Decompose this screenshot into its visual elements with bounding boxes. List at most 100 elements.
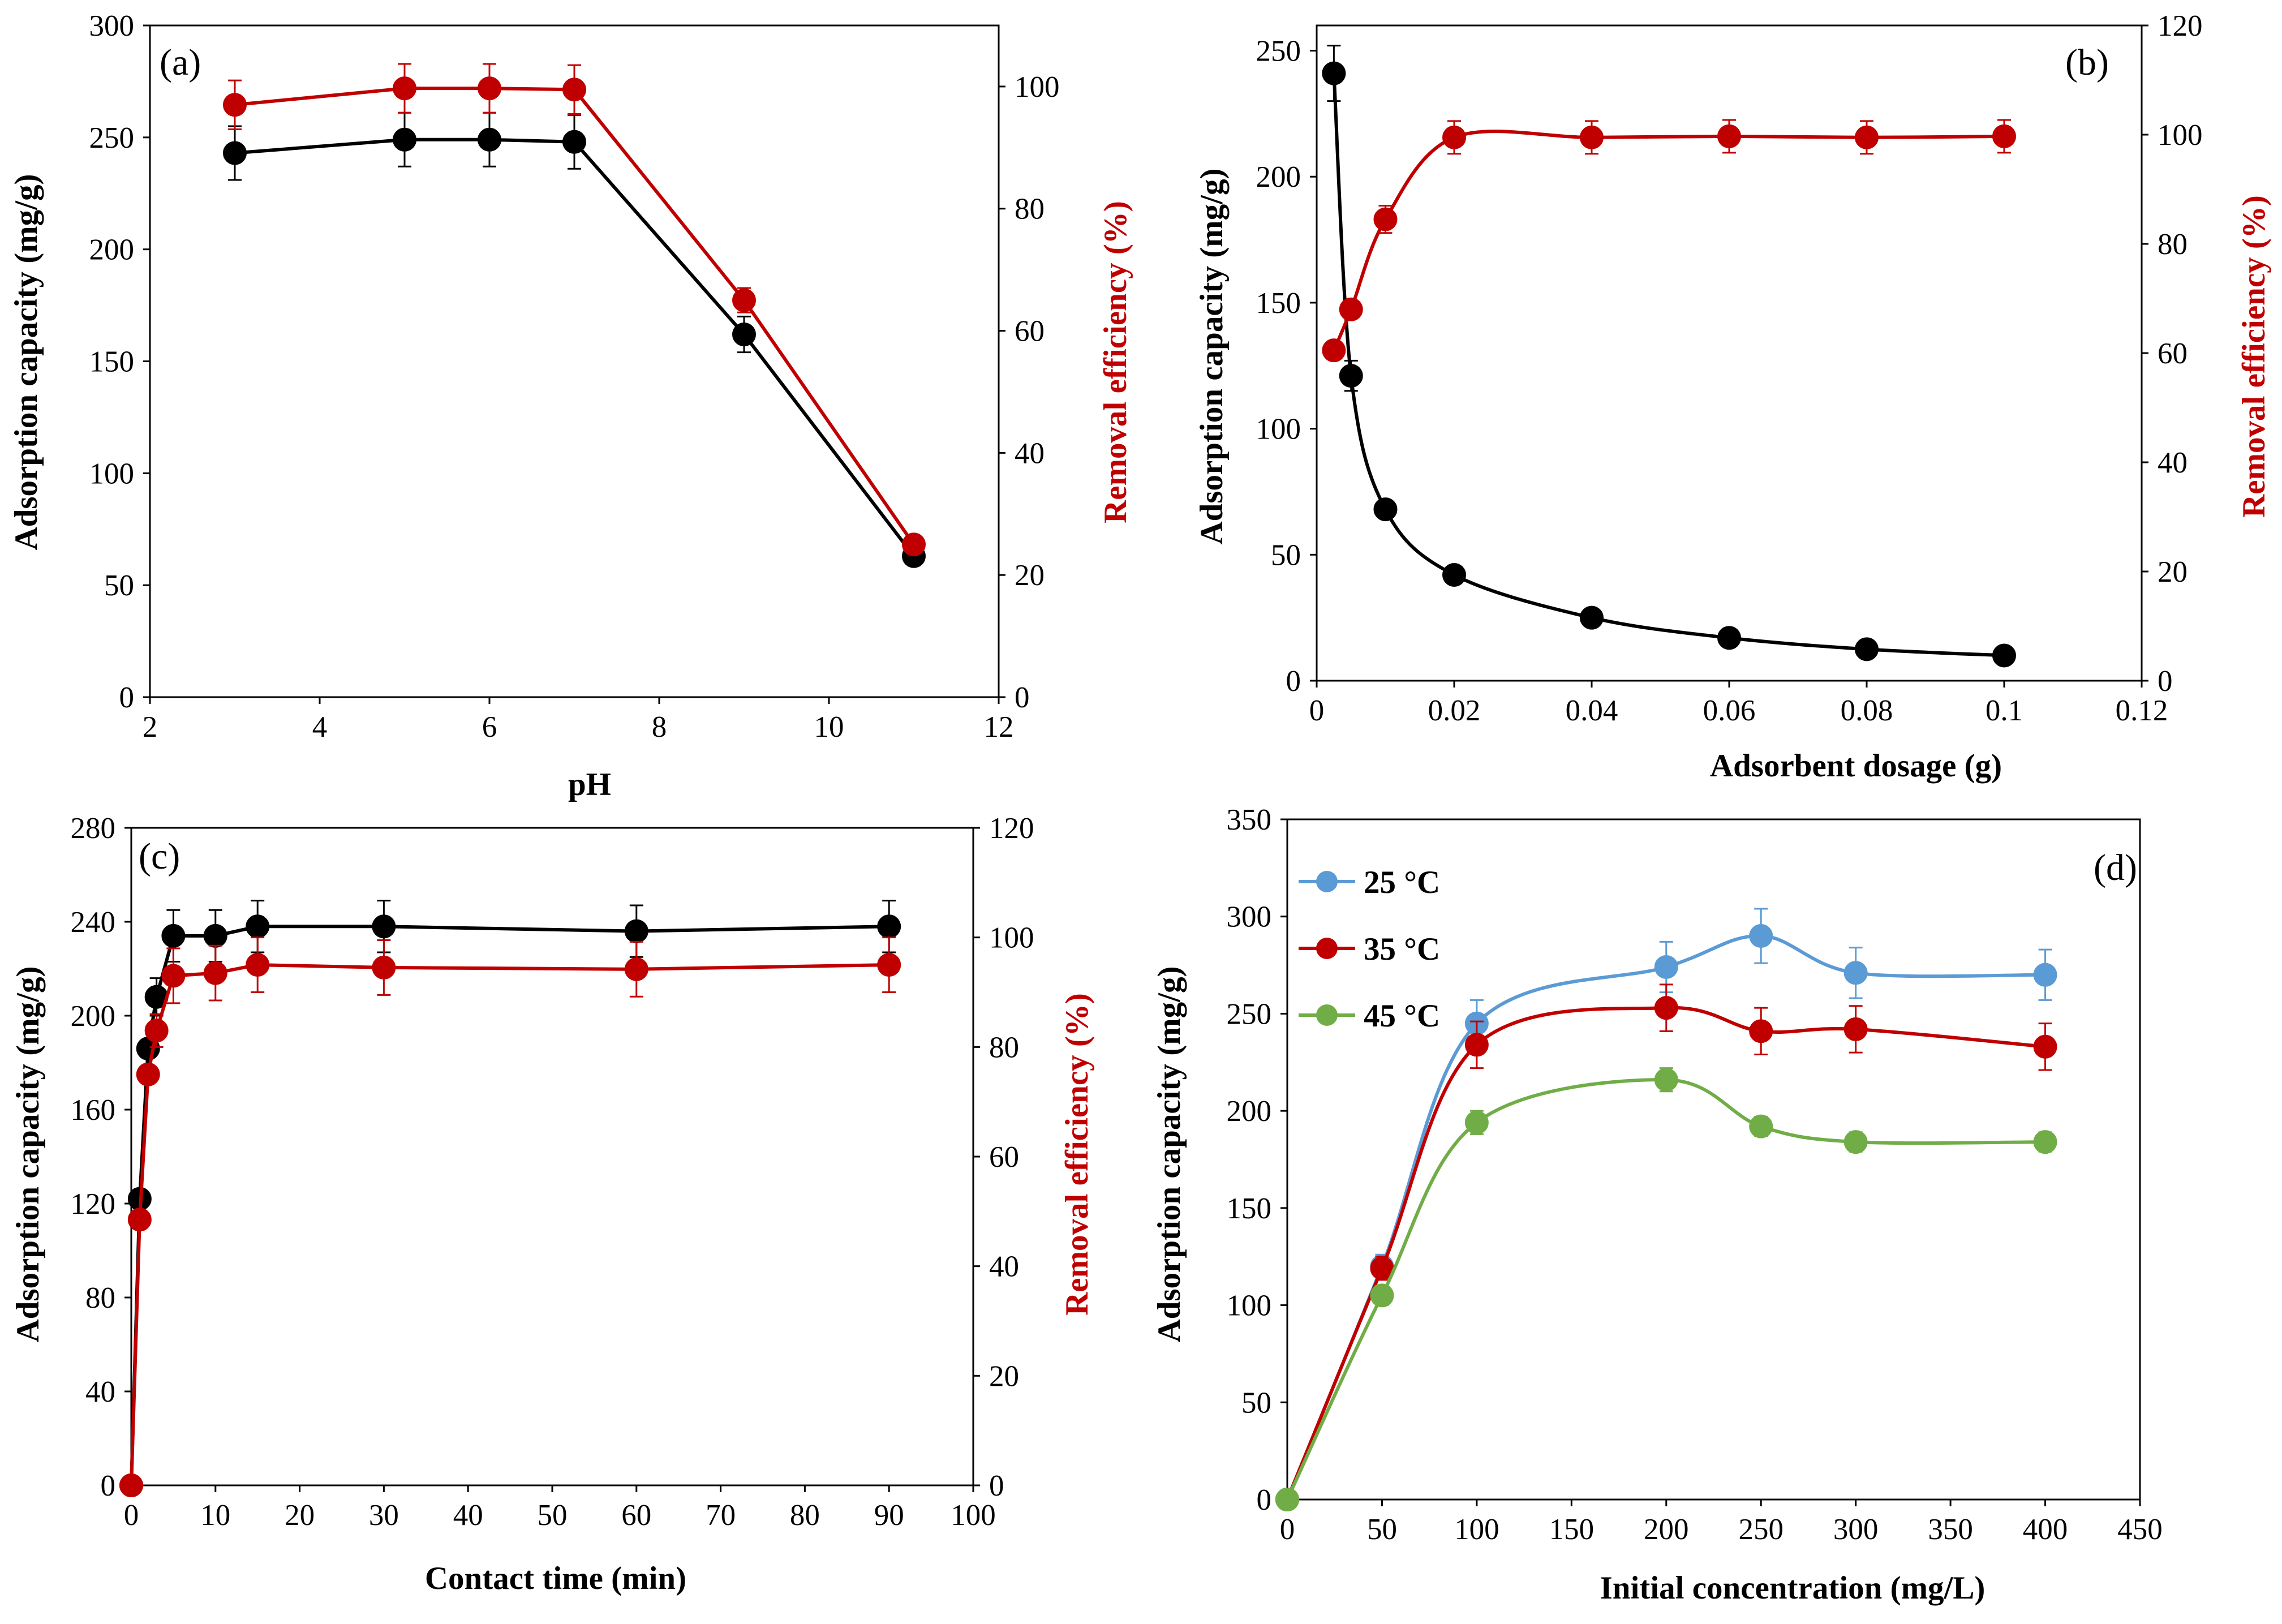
panel-d-series-1-point [2033,963,2057,987]
panel-b-y-tick-label: 250 [1256,35,1301,68]
panel-b-series-1-point [1442,562,1466,587]
panel-a-series-2-line [234,87,916,545]
panel-c-series-2-point [246,953,270,977]
panel-c-series-2-point [161,964,186,988]
legend-swatch-marker [1316,1004,1338,1026]
panel-c-y-tick-label: 40 [85,1376,115,1408]
panel-c-x-tick-label: 80 [790,1499,820,1532]
panel-c-y2-axis-title: Removal efficiency (%) [1059,993,1095,1316]
panel-a-x-axis-title: pH [568,767,611,802]
panel-c-letter: (c) [139,836,180,877]
panel-d-x-tick-label: 400 [2023,1513,2068,1546]
panel-d-legend: 25 °C 35 °C 45 °C [1299,865,1440,1034]
panel-a: (a) pH Adsorption capacity (mg/g) Remova… [8,10,1133,802]
panel-b-y2-tick-label: 80 [2158,228,2188,261]
panel-a-y2-tick-label: 100 [1015,71,1060,104]
panel-a-y-tick-label: 100 [89,457,135,490]
panel-c-series-2-point [203,961,227,985]
panel-a-x-tick-label: 6 [482,711,497,744]
panel-d-series-2-point [2033,1034,2057,1059]
panel-a-series-2-point [562,78,586,102]
panel-b-y2-axis-title: Removal efficiency (%) [2236,195,2272,518]
panel-b-y2-tick-label: 100 [2158,119,2203,152]
panel-b-series-1-point [1855,637,1879,661]
panel-b-series-2-point [1322,338,1346,363]
panel-b-series-2-point [1580,125,1604,149]
legend-label: 35 °C [1364,931,1440,967]
panel-b-x-tick-label: 0.12 [2116,694,2168,727]
panel-c-y-tick-label: 120 [71,1188,116,1221]
panel-c-y2-tick-label: 80 [989,1031,1019,1064]
panel-b-x-tick-label: 0.06 [1703,694,1756,727]
panel-c-y2-tick-label: 0 [989,1470,1004,1502]
panel-b-y-tick-label: 200 [1256,161,1301,194]
panel-b-series-2-point [1717,124,1741,148]
panel-c-y-axis-title: Adsorption capacity (mg/g) [10,966,46,1343]
panel-d-x-axis-title: Initial concentration (mg/L) [1600,1570,1986,1606]
panel-c-series-2-point [624,957,648,981]
panel-a-letter: (a) [160,42,201,83]
panel-d-y-tick-label: 250 [1227,998,1272,1030]
panel-d-series-3-point [1275,1488,1299,1511]
panel-d-x-tick-label: 350 [1928,1513,1973,1546]
panel-b-letter: (b) [2065,42,2109,83]
panel-b-series-1-point [1373,497,1398,522]
panel-d-y-tick-label: 350 [1227,804,1272,836]
panel-c-x-tick-label: 40 [453,1499,483,1532]
panel-a-y-tick-label: 200 [89,234,135,267]
panel-a-y2-axis-title: Removal efficiency (%) [1098,201,1133,523]
panel-d-series-3-point [1654,1068,1678,1092]
panel-d-y-tick-label: 300 [1227,901,1272,934]
panel-b-series-2-point [1855,125,1879,149]
panel-a-series-1-point [478,127,501,152]
panel-c-y-tick-label: 280 [71,812,116,845]
panel-d-series-1-point [1749,924,1773,948]
panel-c-x-axis-title: Contact time (min) [425,1561,686,1596]
panel-a-series-1-point [393,127,416,152]
panel-b-y-axis-title: Adsorption capacity (mg/g) [1194,169,1230,545]
panel-a-series-1-point [223,141,247,165]
panel-d-series-2-point [1843,1017,1868,1041]
panel-b-series-1-line [1332,73,2005,658]
panel-c-x-tick-label: 10 [200,1499,230,1532]
panel-b-series-2-point [1373,207,1398,231]
panel-a-y-tick-label: 150 [89,346,135,379]
panel-c-series-2-point [877,953,901,977]
panel-b-y-tick-label: 0 [1286,665,1301,698]
panel-b-series-1-point [1322,61,1346,85]
panel-d-letter: (d) [2094,847,2137,888]
panel-c-y-tick-label: 0 [101,1470,116,1502]
panel-a-series-2-point [902,532,926,557]
panel-d-x-tick-label: 150 [1549,1513,1595,1546]
panel-b-y2-tick-label: 40 [2158,446,2188,479]
panel-c-series-2-point [144,1019,169,1043]
panel-b-x-tick-label: 0.02 [1428,694,1481,727]
panel-c-x-tick-label: 50 [538,1499,568,1532]
panel-c-series-1-point [246,914,270,939]
panel-b: (b) Adsorbent dosage (g) Adsorption capa… [1194,10,2272,784]
panel-b-series-2-point [1992,124,2016,148]
panel-c-x-tick-label: 60 [621,1499,651,1532]
panel-a-series-1-point [562,130,586,154]
panel-a-y-tick-label: 0 [119,681,135,714]
panel-c-series-2-point [136,1062,160,1086]
panel-a-x-tick-label: 2 [143,711,158,744]
panel-d-y-tick-label: 100 [1227,1290,1272,1322]
panel-d-series-2-point [1654,996,1678,1020]
panel-a-series-2-point [393,76,416,101]
panel-c-x-tick-label: 20 [285,1499,315,1532]
panel-d-series-2-point [1464,1033,1489,1057]
panel-a-y2-tick-label: 20 [1015,559,1045,592]
panel-b-y2-tick-label: 20 [2158,556,2188,588]
panel-d-x-tick-label: 100 [1454,1513,1499,1546]
panel-c-y2-tick-label: 20 [989,1360,1019,1393]
legend-label: 25 °C [1364,865,1440,900]
panel-a-y-tick-label: 300 [89,10,135,42]
panel-b-series-2-point [1442,125,1466,149]
panel-a-y2-tick-label: 60 [1015,315,1045,348]
panel-a-y2-tick-label: 80 [1015,193,1045,226]
panel-b-series-1-point [1992,643,2016,668]
panel-d-y-tick-label: 0 [1257,1484,1272,1516]
